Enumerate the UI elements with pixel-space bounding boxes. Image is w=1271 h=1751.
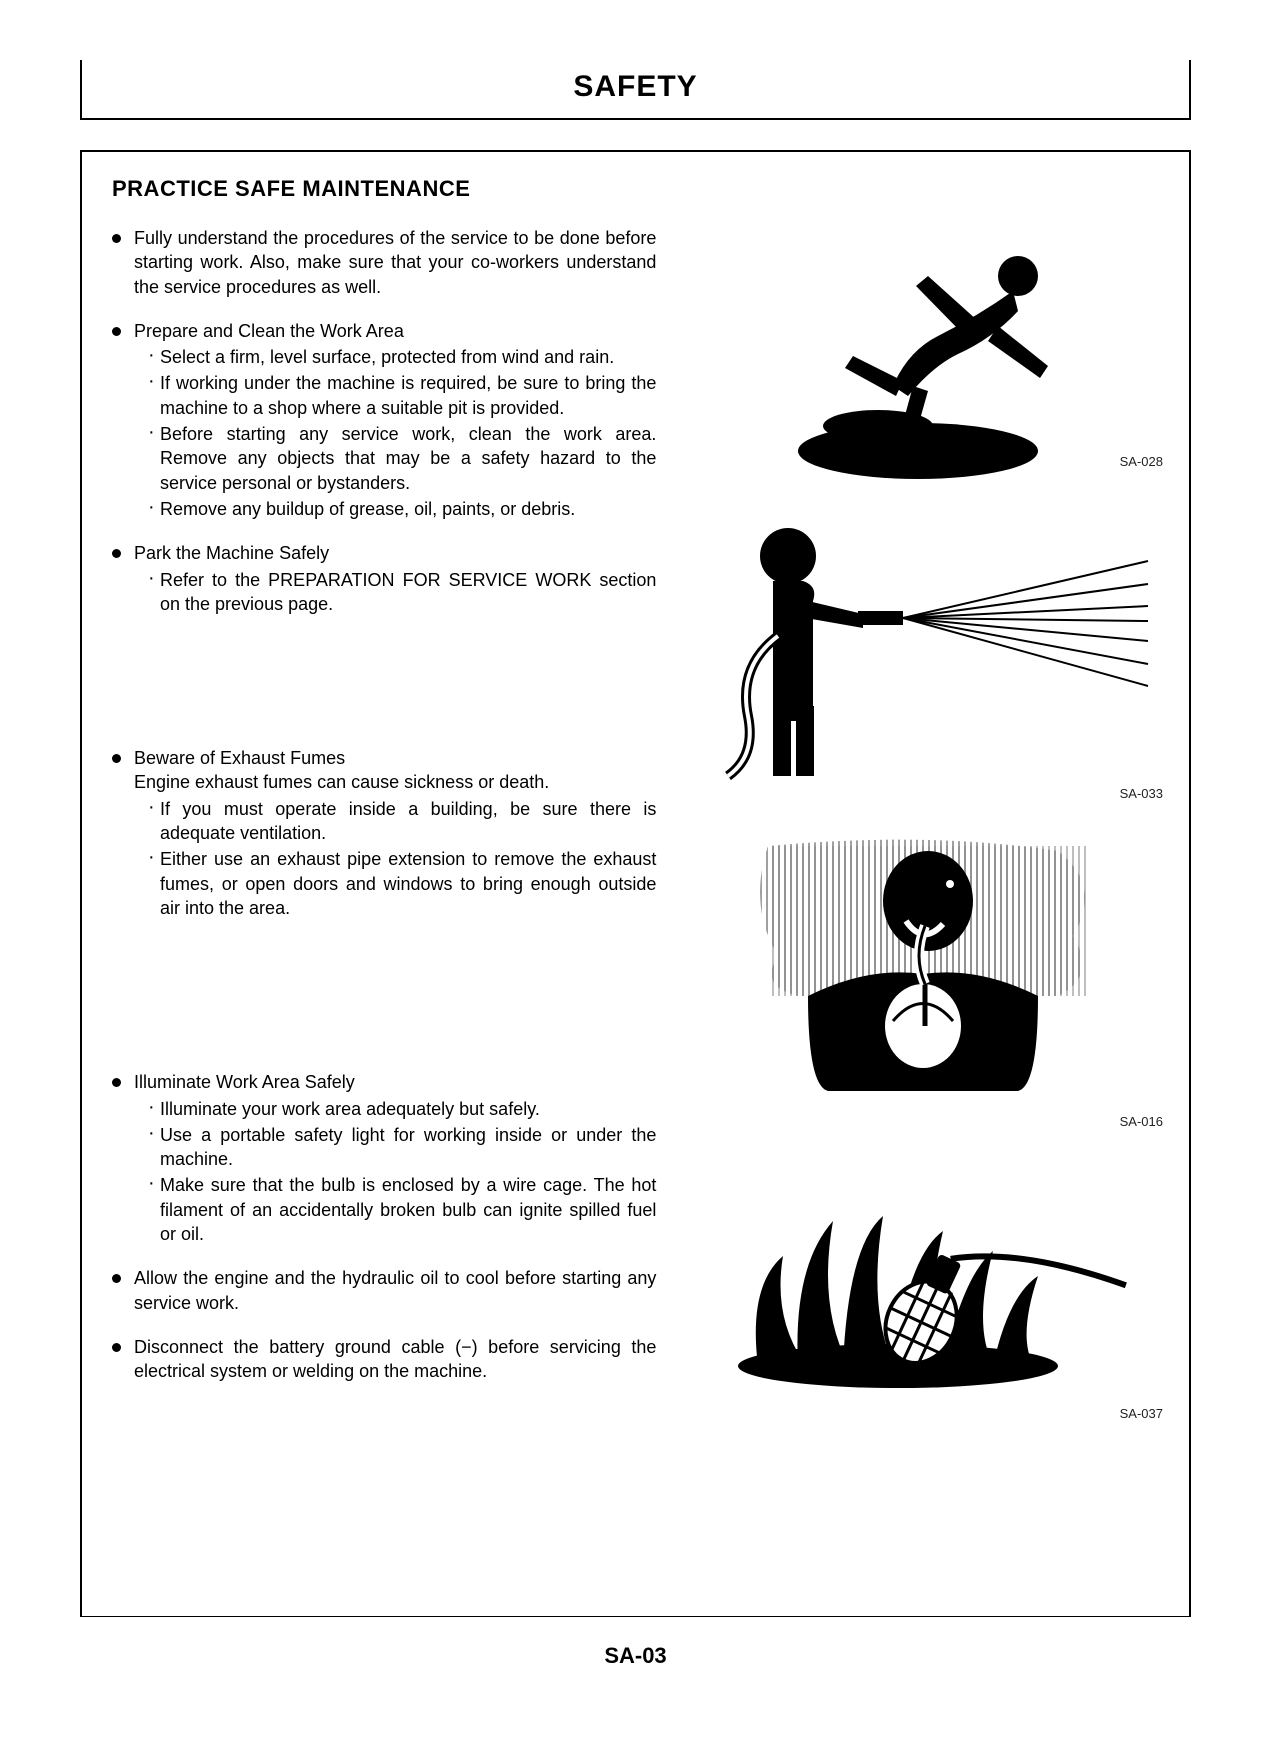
sub-item: Use a portable safety light for working … bbox=[148, 1123, 656, 1172]
figure-column: SA-028 bbox=[676, 226, 1159, 1426]
sub-list: If you must operate inside a building, b… bbox=[134, 797, 656, 920]
fumes-icon bbox=[728, 826, 1108, 1106]
figure-label: SA-033 bbox=[1120, 786, 1163, 801]
bullet-text: Fully understand the procedures of the s… bbox=[134, 226, 656, 299]
bullet-item: Beware of Exhaust Fumes Engine exhaust f… bbox=[112, 746, 656, 920]
content-box: PRACTICE SAFE MAINTENANCE Fully understa… bbox=[80, 150, 1191, 1617]
sub-item: Make sure that the bulb is enclosed by a… bbox=[148, 1173, 656, 1246]
page-header: SAFETY bbox=[80, 60, 1191, 120]
sub-item: Either use an exhaust pipe extension to … bbox=[148, 847, 656, 920]
sub-item: If working under the machine is required… bbox=[148, 371, 656, 420]
bullet-text: Allow the engine and the hydraulic oil t… bbox=[134, 1266, 656, 1315]
figure-fumes: SA-016 bbox=[676, 826, 1159, 1146]
sub-item: Select a firm, level surface, protected … bbox=[148, 345, 656, 369]
figure-fire: SA-037 bbox=[676, 1166, 1159, 1426]
text-column: Fully understand the procedures of the s… bbox=[112, 226, 656, 1426]
sub-item: Illuminate your work area adequately but… bbox=[148, 1097, 656, 1121]
sub-list: Refer to the PREPARATION FOR SERVICE WOR… bbox=[134, 568, 656, 617]
page-title: SAFETY bbox=[573, 70, 697, 103]
bullet-title: Park the Machine Safely bbox=[134, 541, 656, 565]
page: SAFETY PRACTICE SAFE MAINTENANCE Fully u… bbox=[0, 0, 1271, 1751]
bullet-item: Illuminate Work Area Safely Illuminate y… bbox=[112, 1070, 656, 1246]
sub-list: Illuminate your work area adequately but… bbox=[134, 1097, 656, 1247]
bullet-item: Disconnect the battery ground cable (−) … bbox=[112, 1335, 656, 1384]
bullet-title: Illuminate Work Area Safely bbox=[134, 1070, 656, 1094]
sub-item: Remove any buildup of grease, oil, paint… bbox=[148, 497, 656, 521]
bullet-item: Fully understand the procedures of the s… bbox=[112, 226, 656, 299]
sub-item: If you must operate inside a building, b… bbox=[148, 797, 656, 846]
page-number: SA-03 bbox=[80, 1643, 1191, 1669]
bullet-item: Park the Machine Safely Refer to the PRE… bbox=[112, 541, 656, 616]
bullet-item: Allow the engine and the hydraulic oil t… bbox=[112, 1266, 656, 1315]
bullet-item: Prepare and Clean the Work Area Select a… bbox=[112, 319, 656, 521]
bullet-list: Fully understand the procedures of the s… bbox=[112, 226, 656, 1384]
figure-label: SA-028 bbox=[1120, 454, 1163, 469]
hose-icon bbox=[678, 506, 1158, 796]
columns: Fully understand the procedures of the s… bbox=[112, 226, 1159, 1426]
sub-list: Select a firm, level surface, protected … bbox=[134, 345, 656, 521]
bullet-text: Disconnect the battery ground cable (−) … bbox=[134, 1335, 656, 1384]
bullet-title: Prepare and Clean the Work Area bbox=[134, 319, 656, 343]
bullet-title: Beware of Exhaust Fumes bbox=[134, 746, 656, 770]
figure-clean: SA-033 bbox=[676, 506, 1159, 816]
sub-item: Before starting any service work, clean … bbox=[148, 422, 656, 495]
section-title: PRACTICE SAFE MAINTENANCE bbox=[112, 176, 1159, 202]
fire-icon bbox=[708, 1166, 1128, 1396]
sub-item: Refer to the PREPARATION FOR SERVICE WOR… bbox=[148, 568, 656, 617]
slip-icon bbox=[748, 226, 1088, 486]
figure-label: SA-016 bbox=[1120, 1114, 1163, 1129]
bullet-lead: Engine exhaust fumes can cause sickness … bbox=[134, 770, 656, 794]
figure-label: SA-037 bbox=[1120, 1406, 1163, 1421]
figure-slip: SA-028 bbox=[676, 226, 1159, 506]
